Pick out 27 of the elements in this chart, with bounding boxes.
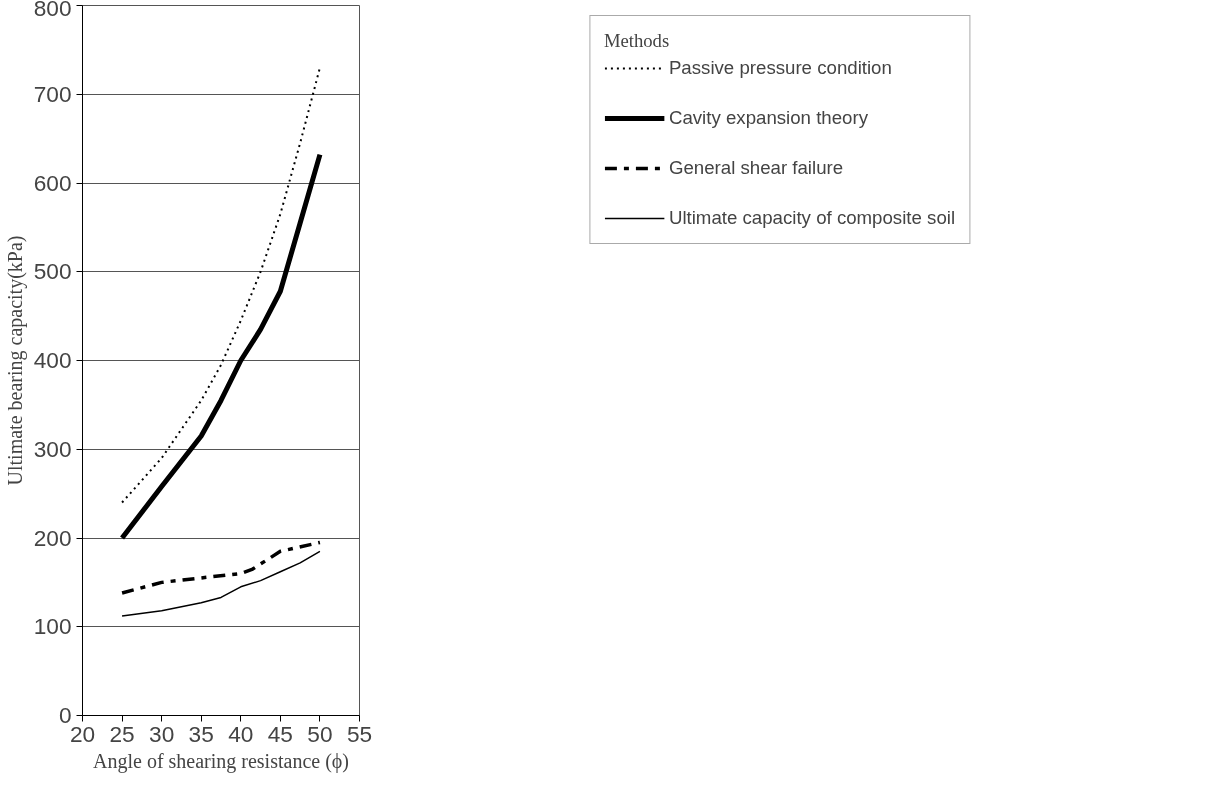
line-series: [120, 540, 322, 595]
legend-title: Methods: [603, 30, 671, 52]
x-tick-label: 20: [69, 720, 96, 747]
y-tick-label: 300: [33, 435, 72, 462]
x-tick-label: 40: [228, 720, 254, 747]
y-tick-label: 0: [58, 702, 72, 728]
y-tick-label: 500: [33, 258, 72, 285]
x-tick-label: 50: [307, 720, 333, 747]
x-tick-label: 30: [149, 720, 175, 747]
x-tick-label: 25: [109, 720, 135, 747]
y-tick-label: 100: [33, 613, 72, 640]
y-tick-label: 700: [33, 80, 72, 107]
y-tick-label: 200: [33, 524, 72, 551]
legend-label: Passive pressure condition: [668, 57, 892, 79]
y-tick-label: 800: [33, 0, 72, 21]
line-series: [121, 66, 321, 504]
x-tick-label: 35: [188, 720, 214, 747]
x-axis-title: Angle of shearing resistance (ϕ): [93, 749, 350, 773]
legend-label: Ultimate capacity of composite soil: [668, 207, 956, 229]
x-tick-label: 55: [346, 720, 373, 747]
y-tick-label: 400: [33, 347, 72, 373]
legend-label: General shear failure: [668, 157, 844, 179]
x-tick-label: 45: [267, 720, 293, 747]
legend-label: Cavity expansion theory: [668, 107, 869, 129]
line-series: [121, 550, 321, 617]
y-axis-title: Ultimate bearing capacity(kPa): [3, 235, 27, 486]
y-tick-label: 600: [33, 169, 72, 196]
